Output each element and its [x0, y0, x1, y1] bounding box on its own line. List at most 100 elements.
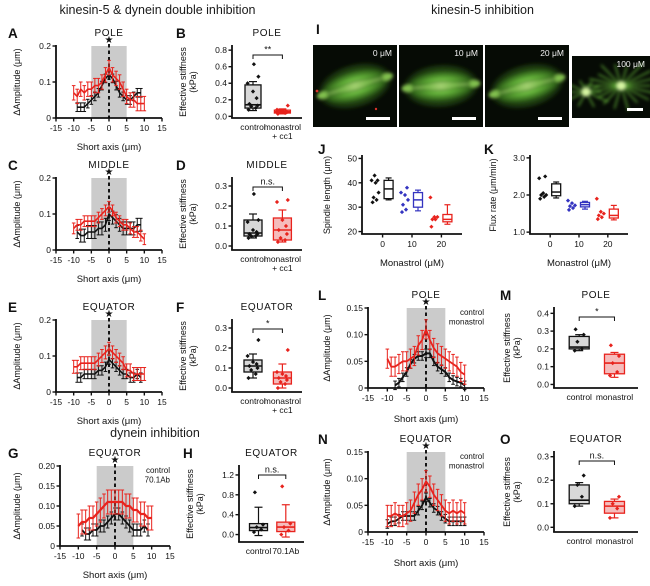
svg-text:★: ★	[422, 297, 431, 308]
svg-text:Effective stiffness: Effective stiffness	[178, 321, 188, 391]
svg-text:0.0: 0.0	[537, 379, 549, 389]
svg-text:0.05: 0.05	[346, 356, 363, 366]
svg-text:0.3: 0.3	[215, 323, 227, 333]
svg-text:0.0: 0.0	[215, 383, 227, 393]
chart-panel-n-equator-amplitude: N EQUATOR ΔAmplitude (μm) 0 0.05 0.10 0.15 Shor…	[318, 432, 489, 569]
svg-text:-5: -5	[403, 393, 411, 403]
svg-text:0: 0	[46, 245, 51, 255]
svg-text:Short axis (μm): Short axis (μm)	[77, 416, 142, 427]
chart-panel-d-middle-stiffness: D MIDDLE Effective stiffness (kPa) 0.0 0.1 0.2…	[176, 158, 302, 273]
svg-text:0.20: 0.20	[38, 461, 55, 471]
svg-text:A: A	[8, 26, 18, 41]
svg-text:0.1: 0.1	[39, 351, 51, 361]
svg-text:0: 0	[424, 393, 429, 403]
dose-label: 0 μM	[372, 48, 392, 58]
svg-text:0: 0	[50, 541, 55, 551]
svg-text:15: 15	[157, 255, 167, 265]
svg-text:-5: -5	[93, 551, 101, 561]
svg-text:★: ★	[422, 441, 431, 452]
svg-text:ΔAmplitude (μm): ΔAmplitude (μm)	[12, 322, 22, 389]
svg-text:★: ★	[105, 309, 114, 320]
svg-text:0: 0	[107, 255, 112, 265]
svg-text:0: 0	[107, 397, 112, 407]
svg-text:0.8: 0.8	[215, 45, 227, 55]
svg-text:-15: -15	[54, 551, 67, 561]
svg-text:★: ★	[105, 167, 114, 178]
svg-text:Effective stiffness: Effective stiffness	[178, 179, 188, 249]
scale-bar	[627, 108, 643, 111]
svg-text:0: 0	[548, 239, 553, 249]
svg-text:0.2: 0.2	[215, 95, 227, 105]
svg-text:control: control	[146, 466, 170, 475]
svg-text:**: **	[264, 45, 272, 55]
svg-text:0.15: 0.15	[346, 303, 363, 313]
header-dynein-inhibition: dynein inhibition	[110, 426, 200, 440]
svg-text:Short axis (μm): Short axis (μm)	[394, 414, 459, 425]
scale-bar	[452, 117, 476, 120]
svg-text:EQUATOR: EQUATOR	[89, 448, 142, 459]
svg-text:POLE: POLE	[94, 28, 123, 39]
svg-text:5: 5	[443, 393, 448, 403]
svg-text:monastrol: monastrol	[596, 392, 633, 402]
svg-text:10: 10	[460, 537, 470, 547]
svg-text:n.s.: n.s.	[260, 177, 275, 187]
svg-text:Short axis (μm): Short axis (μm)	[77, 142, 142, 153]
svg-text:M: M	[500, 288, 511, 303]
svg-text:15: 15	[157, 123, 167, 133]
svg-text:ΔAmplitude (μm): ΔAmplitude (μm)	[12, 48, 22, 115]
svg-text:20: 20	[348, 227, 358, 237]
svg-text:monastrol: monastrol	[264, 254, 301, 264]
svg-text:★: ★	[111, 455, 120, 466]
svg-text:0.1: 0.1	[39, 77, 51, 87]
svg-text:F: F	[176, 300, 184, 315]
svg-text:5: 5	[443, 537, 448, 547]
svg-text:(kPa): (kPa)	[188, 345, 198, 367]
svg-text:0.4: 0.4	[215, 78, 227, 88]
dose-label: 20 μM	[540, 48, 564, 58]
svg-text:0.3: 0.3	[537, 452, 549, 462]
svg-text:0.0: 0.0	[222, 530, 234, 540]
svg-text:-5: -5	[88, 397, 96, 407]
svg-text:E: E	[8, 300, 17, 315]
svg-text:-10: -10	[68, 397, 81, 407]
svg-text:50: 50	[348, 153, 358, 163]
svg-text:0.05: 0.05	[346, 500, 363, 510]
svg-text:1.2: 1.2	[222, 470, 234, 480]
chart-panel-l-pole-amplitude: L POLE ΔAmplitude (μm) 0 0.05 0.10 0.15 Short a…	[318, 288, 489, 425]
svg-text:15: 15	[157, 397, 167, 407]
svg-text:EQUATOR: EQUATOR	[245, 448, 298, 459]
svg-text:-15: -15	[362, 393, 375, 403]
svg-text:3.0: 3.0	[513, 153, 525, 163]
svg-text:B: B	[176, 26, 186, 41]
header-kinesin5-inhibition: kinesin-5 inhibition	[431, 3, 534, 17]
chart-panel-e-equator-amplitude: E EQUATOR ΔAmplitude (μm) 0 0.1 0.2 Short axis…	[8, 300, 167, 427]
svg-text:control: control	[246, 546, 272, 556]
svg-text:G: G	[8, 446, 19, 461]
svg-text:0.15: 0.15	[346, 447, 363, 457]
svg-text:(kPa): (kPa)	[188, 203, 198, 225]
svg-text:(kPa): (kPa)	[188, 71, 198, 93]
svg-text:0: 0	[107, 123, 112, 133]
svg-text:70.1Ab: 70.1Ab	[145, 476, 171, 485]
svg-text:0: 0	[380, 239, 385, 249]
svg-text:0.3: 0.3	[215, 181, 227, 191]
svg-text:-5: -5	[88, 255, 96, 265]
svg-text:EQUATOR: EQUATOR	[241, 302, 294, 313]
svg-text:control: control	[566, 392, 592, 402]
svg-text:O: O	[500, 432, 511, 447]
svg-text:n.s.: n.s.	[265, 465, 280, 475]
svg-text:0.1: 0.1	[215, 363, 227, 373]
svg-text:control: control	[460, 308, 484, 317]
svg-text:0.2: 0.2	[537, 344, 549, 354]
svg-text:0.1: 0.1	[537, 499, 549, 509]
svg-text:C: C	[8, 158, 18, 173]
svg-text:EQUATOR: EQUATOR	[83, 302, 136, 313]
svg-text:15: 15	[165, 551, 175, 561]
svg-text:Effective stiffness: Effective stiffness	[502, 457, 512, 527]
svg-text:POLE: POLE	[581, 290, 610, 301]
svg-text:EQUATOR: EQUATOR	[400, 434, 453, 445]
svg-text:0: 0	[46, 387, 51, 397]
svg-text:0.2: 0.2	[39, 173, 51, 183]
chart-panel-o-equator-stiffness: O EQUATOR Effective stiffness (kPa) 0.0 0.1 0.…	[500, 432, 638, 546]
